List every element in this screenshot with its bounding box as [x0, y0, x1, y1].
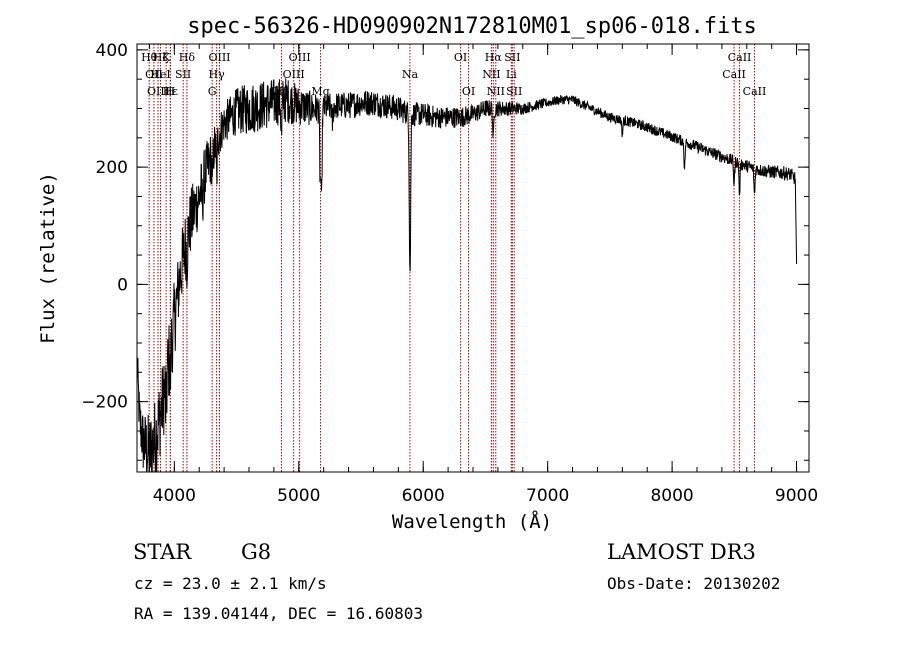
- observation-date: Obs-Date: 20130202: [607, 574, 781, 593]
- line-marker-label: CaII: [743, 85, 767, 98]
- y-tick-label: −200: [81, 393, 128, 413]
- line-marker-label: Hε: [163, 85, 179, 98]
- line-marker-label: K: [162, 51, 171, 64]
- line-marker-label: OIII: [208, 51, 230, 64]
- line-marker-label: Li: [506, 68, 517, 81]
- y-axis-label: Flux (relative): [37, 172, 59, 344]
- axis-tick-labels: 4000 5000 6000 7000 8000 9000 −200 0 200 400: [81, 41, 818, 506]
- line-marker-label: H: [166, 85, 176, 98]
- plot-frame: [136, 43, 810, 473]
- line-marker-label: OIII: [289, 51, 311, 64]
- line-marker-label: Hα: [485, 51, 503, 64]
- emission-line-labels: HθOIIOIIIHζHeIKHεHSIIHδGHγOIIIHβOIIIOIII…: [141, 51, 766, 98]
- line-marker-label: OIII: [147, 85, 169, 98]
- x-tick-label: 9000: [775, 486, 818, 506]
- x-axis-label: Wavelength (Å): [392, 510, 552, 533]
- chart-title: spec-56326-HD090902N172810M01_sp06-018.f…: [187, 14, 757, 39]
- line-marker-label: Hζ: [153, 51, 169, 64]
- y-tick-label: 0: [117, 275, 128, 295]
- line-marker-label: CaII: [722, 68, 746, 81]
- y-tick-label: 200: [96, 158, 128, 178]
- line-marker-label: CaII: [728, 51, 752, 64]
- x-tick-label: 7000: [526, 486, 569, 506]
- object-class: STAR: [133, 540, 192, 564]
- axis-ticks: [137, 44, 809, 472]
- survey-name: LAMOST DR3: [607, 540, 756, 564]
- line-marker-label: OII: [145, 68, 163, 81]
- line-marker-label: Na: [402, 68, 419, 81]
- line-marker-label: G: [208, 85, 217, 98]
- y-tick-label: 400: [96, 41, 128, 61]
- line-marker-label: OIII: [283, 68, 305, 81]
- redshift-velocity: cz = 23.0 ± 2.1 km/s: [134, 574, 327, 593]
- coordinates: RA = 139.04144, DEC = 16.60803: [134, 604, 423, 623]
- x-tick-label: 8000: [650, 486, 693, 506]
- x-tick-label: 6000: [402, 486, 445, 506]
- spectrum-line: [136, 78, 798, 473]
- line-marker-label: SII: [175, 68, 191, 81]
- x-tick-label: 4000: [153, 486, 196, 506]
- line-marker-label: Hγ: [209, 68, 226, 81]
- line-marker-label: OI: [454, 51, 467, 64]
- line-marker-label: Hθ: [141, 51, 158, 64]
- line-marker-label: SII: [506, 85, 522, 98]
- line-marker-label: SII: [504, 51, 520, 64]
- x-tick-label: 5000: [277, 486, 320, 506]
- line-marker-label: HeI: [150, 68, 170, 81]
- object-subclass: G8: [241, 540, 272, 564]
- line-marker-label: NII: [482, 68, 500, 81]
- line-marker-label: OI: [462, 85, 475, 98]
- line-marker-label: Hδ: [179, 51, 196, 64]
- line-marker-label: NII: [487, 85, 505, 98]
